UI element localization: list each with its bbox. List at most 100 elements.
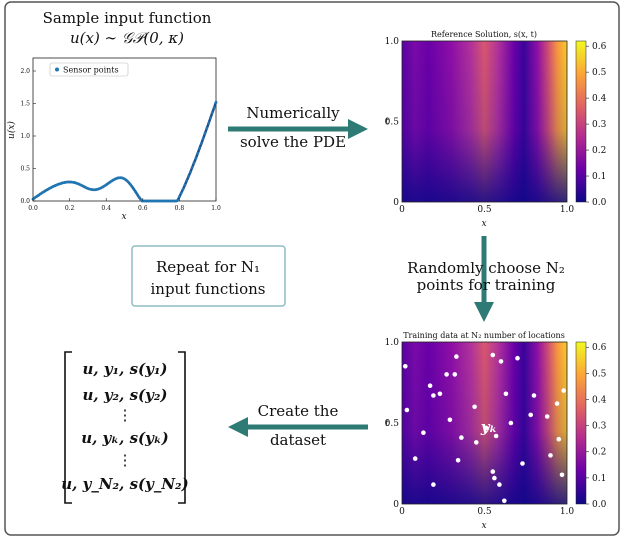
training-point xyxy=(447,417,453,423)
legend-label: Sensor points xyxy=(63,66,119,75)
colorbar-tick-label: 0.0 xyxy=(592,198,607,208)
sample-ytick-label: 2.0 xyxy=(20,68,30,75)
sensor-point xyxy=(181,187,185,191)
training-point xyxy=(548,453,553,458)
colorbar-tick-label: 0.3 xyxy=(592,422,607,432)
reference-shade xyxy=(402,41,567,202)
dataset-row-1: u, y₁, s(y₁) xyxy=(82,360,167,378)
sensor-point xyxy=(183,183,187,187)
sample-title-line1: Sample input function xyxy=(43,9,212,27)
colorbar-tick-label: 0.6 xyxy=(592,343,607,353)
training-point xyxy=(437,391,443,397)
colorbar-tick-label: 0.5 xyxy=(592,68,607,78)
sensor-point xyxy=(124,178,128,182)
colorbar-tick-label: 0.2 xyxy=(592,146,606,156)
sensor-point xyxy=(135,193,139,196)
choose-label-line1: Randomly choose N₂ xyxy=(407,259,565,277)
training-point xyxy=(492,475,497,481)
training-point xyxy=(454,354,459,359)
heatmap-xtick-label: 1.0 xyxy=(560,507,575,517)
training-point xyxy=(472,404,477,410)
training-point xyxy=(459,435,464,440)
training-point xyxy=(404,407,410,413)
repeat-line2: input functions xyxy=(150,280,265,298)
training-ticks: 0 0.5 1.0 0 0.5 1.0 0.0 0.1 0.2 0.3 0.4 0.5 0.6 xyxy=(385,338,607,517)
colorbar-tick-label: 0.1 xyxy=(592,172,606,182)
dataset-row-dots-1: ⋮ xyxy=(118,406,133,424)
heatmap-ytick-label: 0.5 xyxy=(385,118,400,128)
training-point xyxy=(493,433,499,439)
training-ylabel: t xyxy=(385,419,389,429)
create-label-line2: dataset xyxy=(270,431,326,449)
outer-frame xyxy=(4,1,620,536)
heatmap-ytick-label: 0 xyxy=(393,500,399,510)
sample-ytick-label: 0.5 xyxy=(20,166,30,173)
sensor-point xyxy=(205,126,209,130)
reference-frame xyxy=(401,40,568,203)
sensor-points xyxy=(31,100,218,203)
sample-xtick-label: 0.8 xyxy=(175,205,185,212)
training-point xyxy=(421,430,426,436)
training-point xyxy=(431,482,436,487)
colorbar-tick-label: 0.0 xyxy=(592,500,607,510)
heatmap-xtick-label: 0.5 xyxy=(477,205,492,215)
heatmap-xtick-label: 1.0 xyxy=(560,205,575,215)
heatmap-ytick-label: 1.0 xyxy=(385,338,400,348)
sensor-point xyxy=(210,111,214,115)
reference-title: Reference Solution, s(x, t) xyxy=(431,30,537,39)
heatmap-ytick-label: 1.0 xyxy=(385,37,400,47)
heatmap-ytick-label: 0.5 xyxy=(385,419,400,429)
sensor-point xyxy=(207,121,211,125)
sensor-point xyxy=(194,156,198,160)
reference-ticks: 0 0.5 1.0 0 0.5 1.0 0.0 0.1 0.2 0.3 0.4 0.5 0.6 xyxy=(385,37,607,215)
sensor-point xyxy=(214,100,218,104)
training-point xyxy=(403,364,408,369)
heatmap-xtick-label: 0 xyxy=(399,205,405,215)
training-point xyxy=(528,412,533,418)
training-point xyxy=(444,372,449,377)
sensor-point xyxy=(196,152,200,155)
solve-label-line1: Numerically xyxy=(246,104,340,122)
sample-title-line2: u(x) ∼ 𝒢𝒫(0, κ) xyxy=(70,29,184,47)
training-frame xyxy=(401,341,568,505)
sensor-point xyxy=(203,132,207,135)
sample-xlabel: x xyxy=(121,212,126,222)
training-point xyxy=(497,482,502,487)
sensor-point xyxy=(132,187,136,191)
training-point xyxy=(559,472,565,478)
sensor-point xyxy=(200,142,203,145)
training-point xyxy=(503,391,509,397)
legend-marker xyxy=(55,67,59,72)
sample-ticks: 0.0 0.2 0.4 0.6 0.8 1.0 0.0 0.5 1.0 1.5 2.0 xyxy=(20,68,220,212)
reference-xlabel: x xyxy=(481,219,486,229)
training-point xyxy=(455,458,461,463)
colorbar-tick-label: 0.6 xyxy=(592,42,607,52)
sample-ytick-label: 1.5 xyxy=(20,101,30,108)
training-point xyxy=(483,425,489,431)
sample-xtick-label: 0.2 xyxy=(65,205,75,212)
sample-xtick-label: 0.4 xyxy=(101,205,111,212)
training-point xyxy=(490,469,496,474)
training-point xyxy=(490,352,496,358)
sample-ytick-label: 0.0 xyxy=(20,198,30,205)
sensor-point xyxy=(187,175,190,178)
training-point xyxy=(412,456,418,461)
sample-ytick-label: 1.0 xyxy=(20,133,30,140)
sensor-point xyxy=(209,116,212,120)
sensor-point xyxy=(189,170,192,174)
colorbar-tick-label: 0.4 xyxy=(592,395,607,405)
colorbar-tick-label: 0.3 xyxy=(592,120,607,130)
training-colorbar xyxy=(575,341,587,505)
training-point xyxy=(508,420,514,426)
training-point xyxy=(502,498,507,504)
heatmap-xtick-label: 0.5 xyxy=(477,507,492,517)
training-point xyxy=(474,440,479,445)
sample-plot: Sensor points 0.0 0.2 0.4 0.6 0.8 1.0 0.0 0.5 1.… xyxy=(6,57,221,222)
training-point xyxy=(544,414,550,419)
solve-label-line2: solve the PDE xyxy=(240,133,346,151)
sensor-point xyxy=(201,137,205,140)
heatmap-ytick-label: 0 xyxy=(393,198,399,208)
training-point xyxy=(452,372,458,377)
training-point xyxy=(431,393,436,398)
